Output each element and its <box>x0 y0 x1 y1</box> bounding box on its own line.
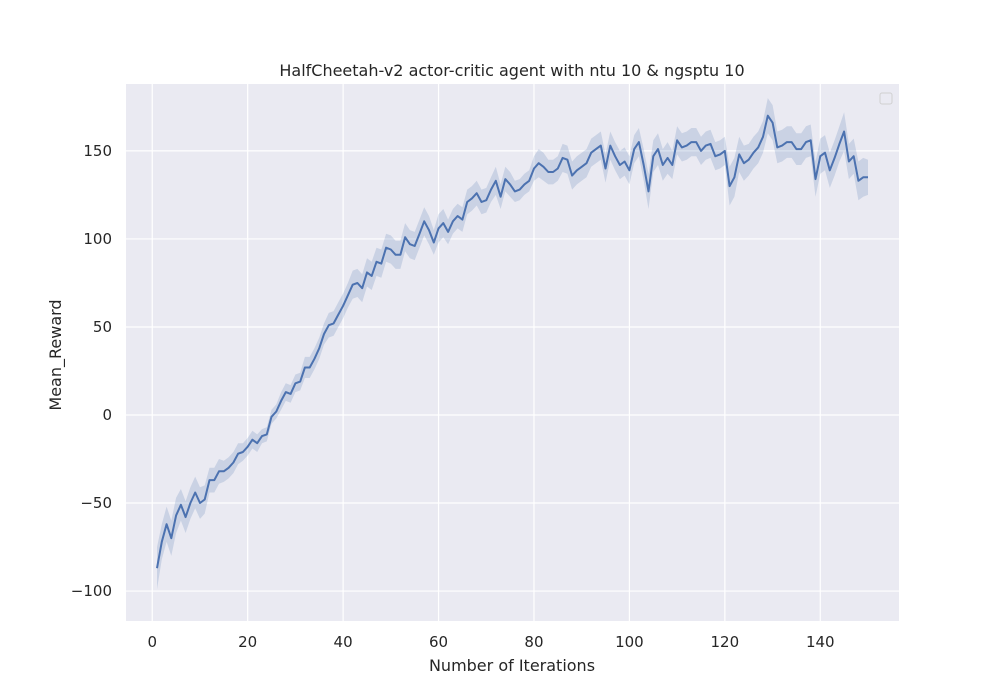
x-tick-label: 60 <box>429 633 448 651</box>
grid <box>126 84 899 621</box>
x-axis-ticks: 0 20 40 60 80 100 120 140 <box>147 633 834 651</box>
legend-box[interactable] <box>879 92 893 105</box>
chart-title: HalfCheetah-v2 actor-critic agent with n… <box>279 61 744 80</box>
x-axis-label: Number of Iterations <box>429 656 595 675</box>
series-line <box>156 114 868 569</box>
x-tick-label: 40 <box>334 633 353 651</box>
x-tick-label: 20 <box>238 633 257 651</box>
x-tick-label: 120 <box>711 633 740 651</box>
series-band <box>157 98 868 590</box>
y-tick-label: 50 <box>93 318 112 336</box>
y-tick-label: 100 <box>83 230 112 248</box>
x-tick-label: 0 <box>147 633 157 651</box>
x-tick-label: 140 <box>806 633 835 651</box>
y-tick-label: −100 <box>71 582 112 600</box>
x-tick-label: 80 <box>524 633 543 651</box>
y-tick-label: 0 <box>102 406 112 424</box>
series-lines <box>156 114 868 569</box>
plot-area <box>126 84 899 621</box>
y-tick-label: 150 <box>83 142 112 160</box>
y-tick-label: −50 <box>80 494 112 512</box>
confidence-band <box>157 98 868 590</box>
y-axis-label: Mean_Reward <box>46 299 66 410</box>
y-axis-ticks: −100 −50 0 50 100 150 <box>71 142 112 600</box>
x-tick-label: 100 <box>615 633 644 651</box>
